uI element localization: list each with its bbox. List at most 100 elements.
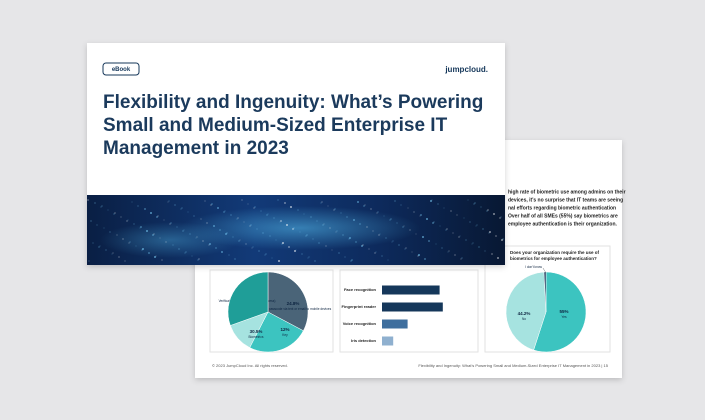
cover-image-dot <box>441 247 443 249</box>
cover-image-dot <box>488 232 490 234</box>
cover-image-dot <box>322 224 324 226</box>
cover-image-dot <box>144 208 146 210</box>
cover-image-dot <box>422 236 424 238</box>
cover-image-dot <box>126 220 128 222</box>
cover-image-dot <box>368 248 370 250</box>
cover-image-dot <box>288 246 290 248</box>
cover-image-dot <box>290 206 292 208</box>
cover-image-dot <box>447 251 449 253</box>
cover-image-dot <box>280 220 282 222</box>
cover-image-dot <box>189 233 191 235</box>
cover-image-dot <box>266 214 268 216</box>
cover-image-dot <box>493 213 495 215</box>
cover-image-dot <box>135 245 137 247</box>
cover-image-dot <box>452 232 454 234</box>
cover-image-dot <box>394 200 396 202</box>
pie-slice <box>505 271 547 351</box>
cover-image-dot <box>469 221 471 223</box>
cover-image-dot <box>204 200 206 202</box>
cover-image-dot <box>456 214 458 216</box>
cover-image-dot <box>131 201 133 203</box>
slice-value: 44.2% <box>518 311 531 316</box>
panel <box>339 269 479 353</box>
cover-image-dot <box>501 239 503 241</box>
cover-image-dot <box>385 237 387 239</box>
cover-image-dot <box>314 260 316 262</box>
cover-image-dot <box>307 257 309 259</box>
cover-image-dot <box>467 199 469 201</box>
cover-title-line: Management in 2023 <box>103 138 289 159</box>
cover-image-dot <box>258 250 260 252</box>
cover-image-dot <box>107 209 109 211</box>
bar <box>382 302 443 312</box>
bar <box>382 285 440 295</box>
cover-image-dot <box>465 239 467 241</box>
cover-image-dot <box>377 211 379 213</box>
cover: eBook jumpcloud. Flexibility and Ingenui… <box>87 43 505 265</box>
cover-image-dot <box>473 203 475 205</box>
cover-image-dot <box>342 234 344 236</box>
slice-value: 24.8% <box>287 301 300 306</box>
cover-image-dot <box>502 238 504 240</box>
cover-image-dot <box>100 206 102 208</box>
cover-image-dot <box>202 240 204 242</box>
leader-line <box>542 267 547 274</box>
cover-image-dot <box>321 201 323 203</box>
cover-image-dot <box>293 227 295 229</box>
cover-image-dot <box>120 216 122 218</box>
cover-image-dot <box>407 207 409 209</box>
cover-image-dot <box>163 219 165 221</box>
cover-image-dot <box>301 253 303 255</box>
pie-slice <box>267 271 309 332</box>
cover-image-dot <box>463 217 465 219</box>
cover-image-dot <box>267 213 269 215</box>
cover-image-dot <box>461 257 463 259</box>
cover-image-dot <box>344 256 346 258</box>
cover-image-dot <box>281 243 283 245</box>
slice-label: One-time passcode via text or email to m… <box>255 307 332 311</box>
cover-image-dot <box>279 221 281 223</box>
cover-image-dot <box>271 257 273 259</box>
cover-image-glow <box>100 222 240 258</box>
cover-image-dot <box>334 208 336 210</box>
cover-image-dot <box>398 244 400 246</box>
cover-image-dot <box>338 252 340 254</box>
cover-image-dot <box>294 250 296 252</box>
cover-image-dot <box>251 247 253 249</box>
cover-image-dot <box>165 241 167 243</box>
cover-image-dot <box>409 229 411 231</box>
cover-image-dot <box>316 220 318 222</box>
cover-image-dot <box>331 249 333 251</box>
cover-image-dot <box>122 238 124 240</box>
cover-image-dot <box>262 232 264 234</box>
cover-image-dot <box>176 226 178 228</box>
cover-image-dot <box>350 260 352 262</box>
body-line: Over half of all SMEs (55%) say biometri… <box>508 213 618 219</box>
cover-image-dot <box>363 205 365 207</box>
body-line: high rate of biometric use among admins … <box>508 189 626 195</box>
cover-image-dot <box>379 233 381 235</box>
cover-image-dot <box>435 243 437 245</box>
cover-image-dot <box>277 199 279 201</box>
cover-image-dot <box>180 208 182 210</box>
cover-image-dot <box>375 251 377 253</box>
cover-image-dot <box>196 236 198 238</box>
cover-image-dot <box>448 250 450 252</box>
cover-image-dot <box>124 260 126 262</box>
cover-image-dot <box>182 230 184 232</box>
cover-image-dot <box>94 202 96 204</box>
bar <box>382 336 394 346</box>
cover-image-dot <box>353 219 355 221</box>
cover-image-dot <box>295 249 297 251</box>
cover-image-dot <box>402 226 404 228</box>
cover-image-dot <box>400 204 402 206</box>
cover-image-glow <box>180 206 420 250</box>
cover-image-dot <box>359 223 361 225</box>
cover-image-dot <box>99 245 101 247</box>
cover-image-dot <box>269 235 271 237</box>
cover-image-dot <box>241 199 243 201</box>
cover-image-dot <box>335 231 337 233</box>
cover-image-dot <box>478 246 480 248</box>
cover-image-dot <box>486 210 488 212</box>
cover-image-dot <box>167 201 169 203</box>
